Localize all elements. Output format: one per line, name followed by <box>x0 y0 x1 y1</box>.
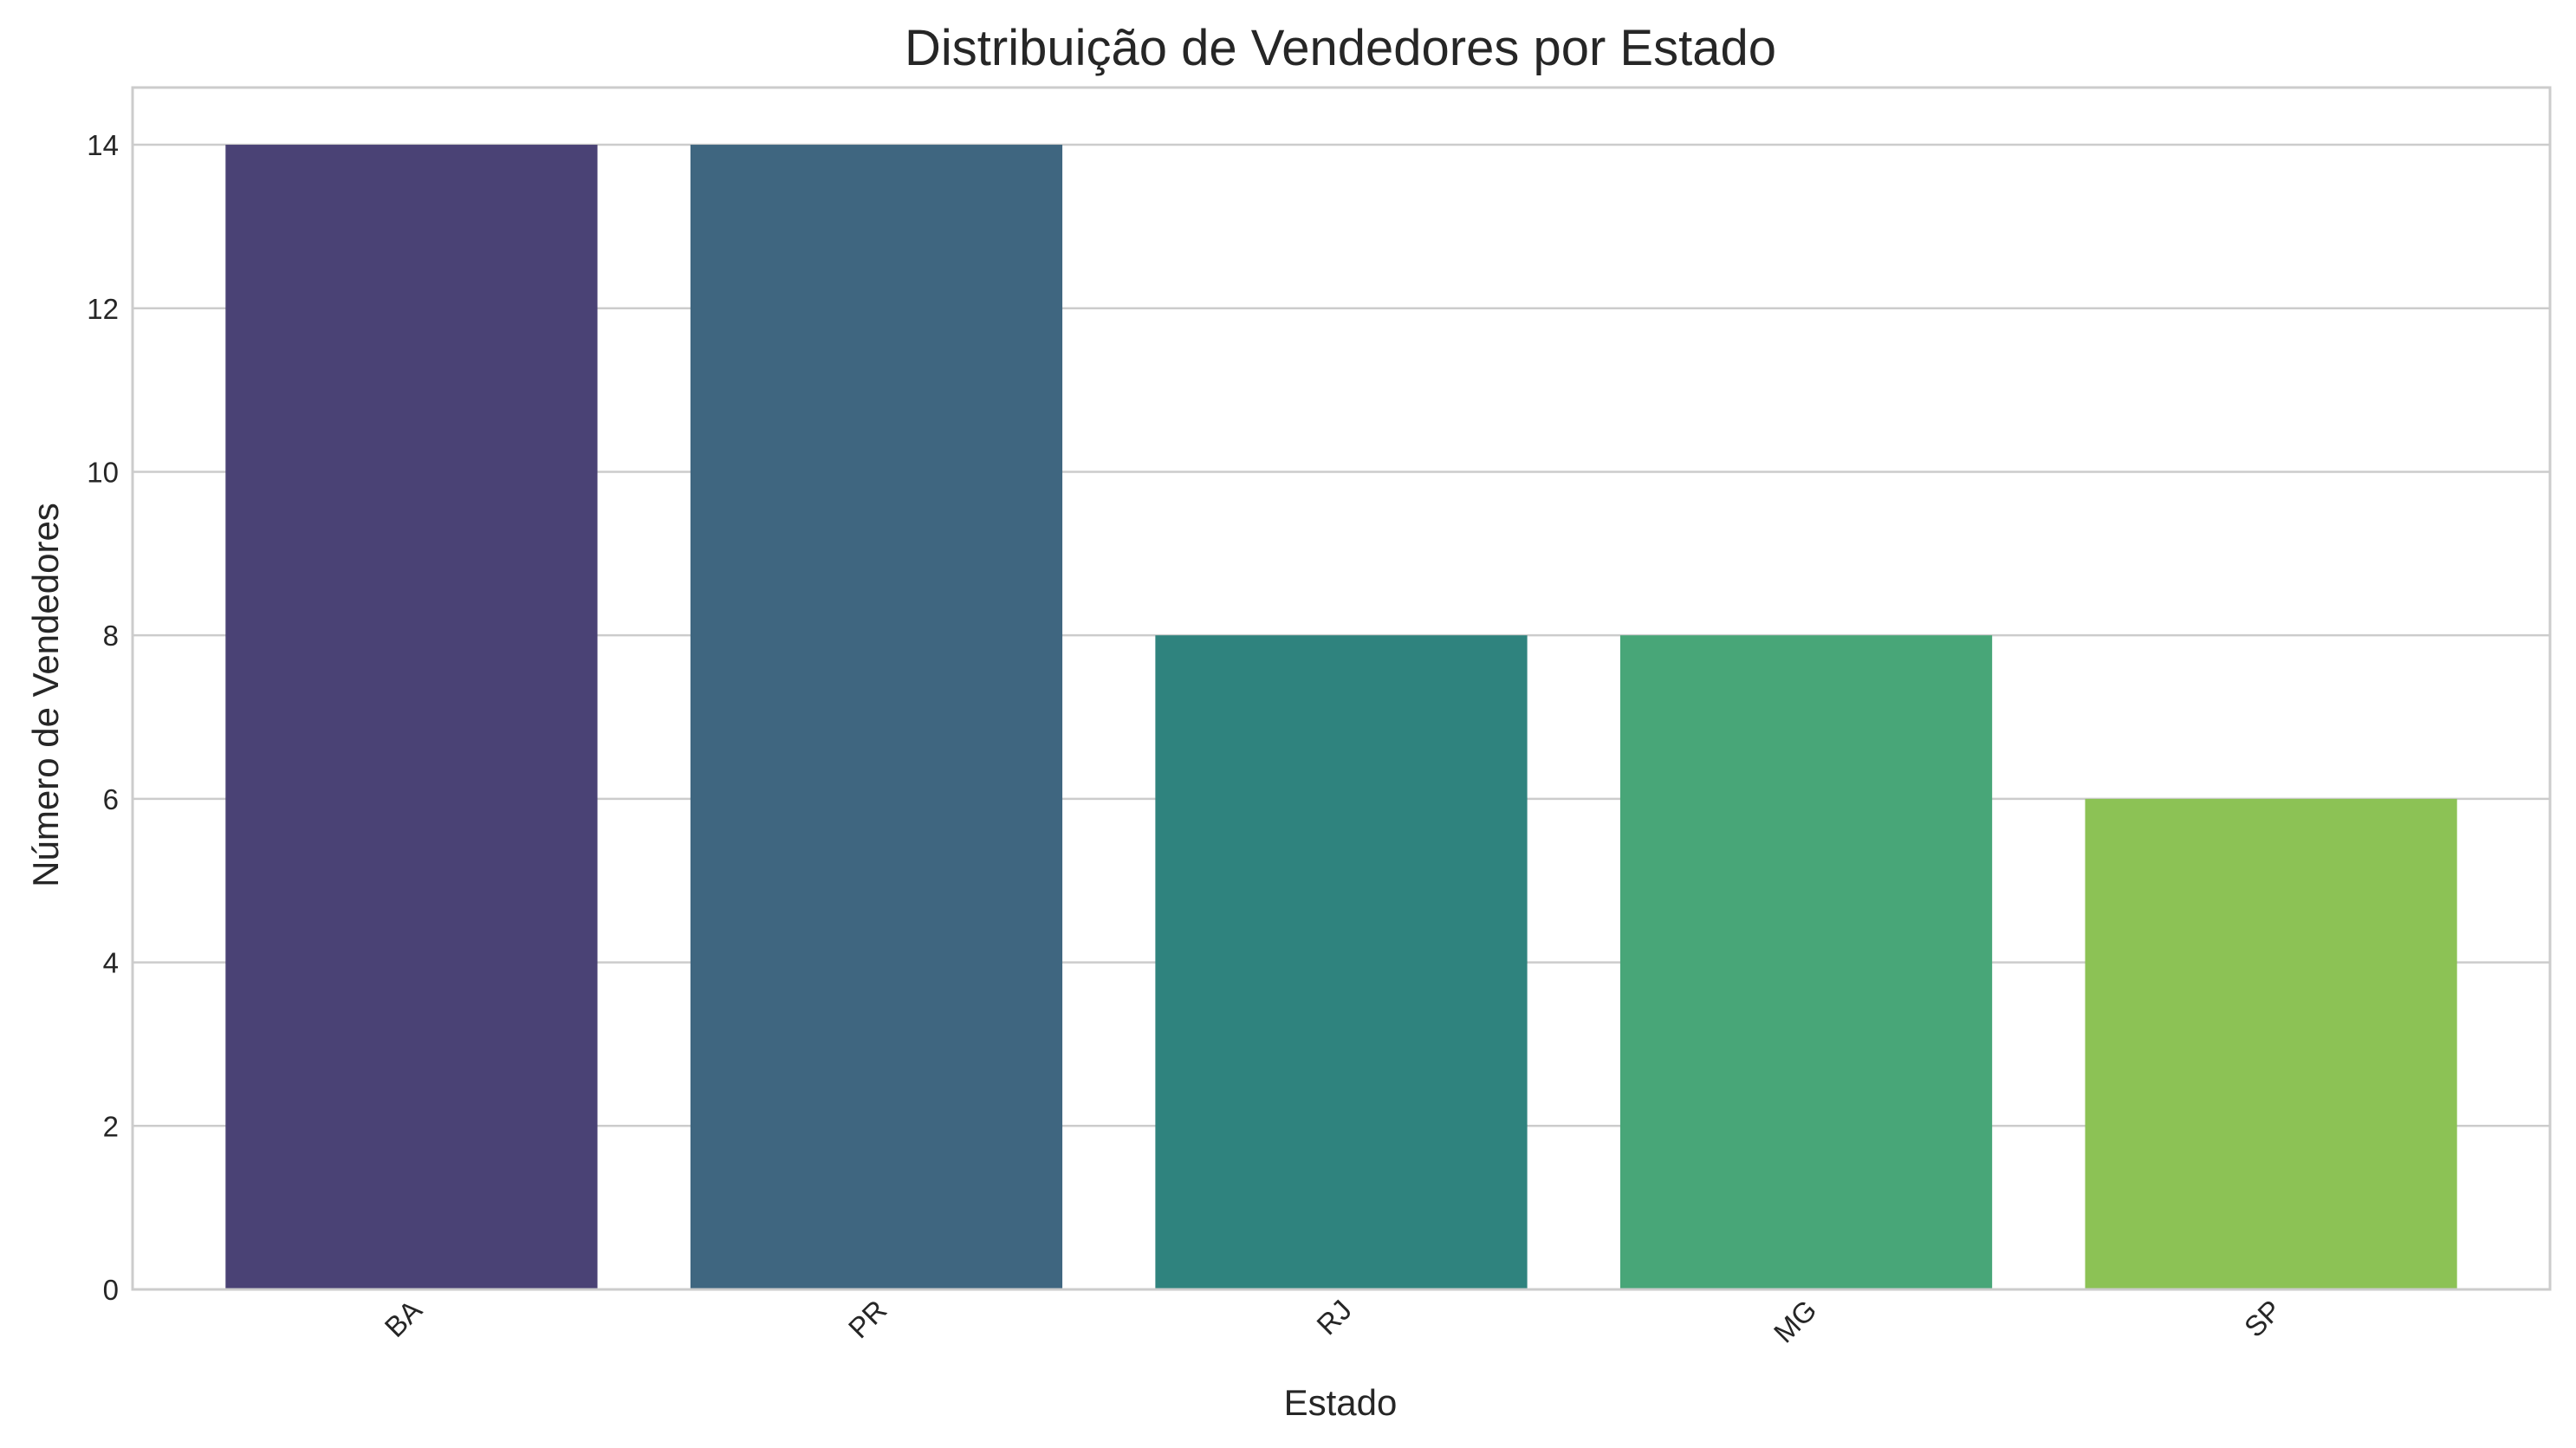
y-tick-label: 0 <box>103 1274 119 1306</box>
bar-pr <box>690 145 1063 1290</box>
y-tick-label: 14 <box>87 129 119 161</box>
y-tick-label: 4 <box>103 947 119 979</box>
y-tick-label: 10 <box>87 456 119 488</box>
y-tick-label: 12 <box>87 293 119 325</box>
y-tick-label: 6 <box>103 783 119 815</box>
chart-title: Distribuição de Vendedores por Estado <box>905 20 1776 76</box>
y-axis-label: Número de Vendedores <box>25 503 66 887</box>
bar-mg <box>1619 635 1993 1289</box>
y-tick-labels: 0 2 4 6 8 10 12 14 <box>87 129 119 1306</box>
y-tick-label: 8 <box>103 620 119 652</box>
bar-sp <box>2085 798 2457 1289</box>
bars <box>225 145 2457 1290</box>
plot-frame <box>131 86 2552 1291</box>
y-tick-label: 2 <box>103 1110 119 1142</box>
bar-ba <box>225 145 598 1290</box>
x-axis-label: Estado <box>1284 1382 1398 1423</box>
bar-rj <box>1155 635 1528 1289</box>
